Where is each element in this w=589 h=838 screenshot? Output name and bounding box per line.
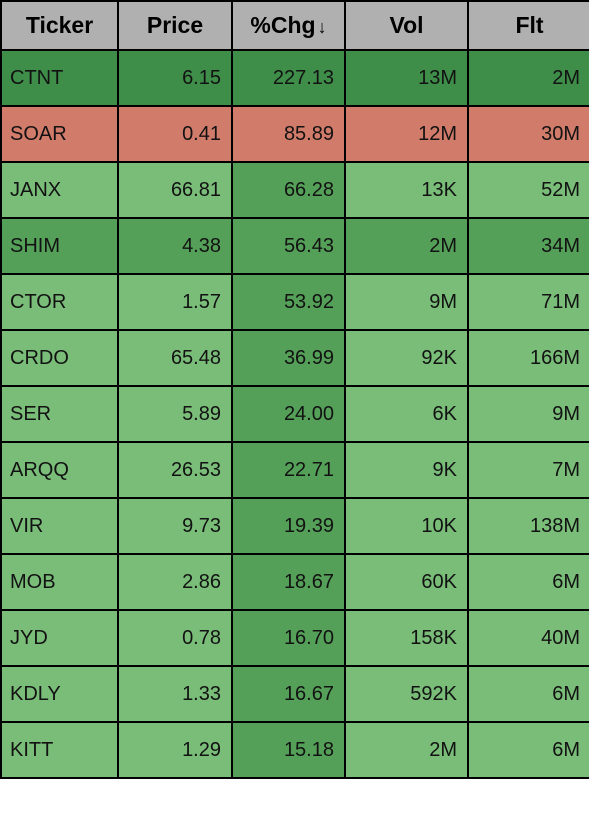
column-header-label: Price (147, 12, 203, 38)
sort-indicator-icon: ↓ (318, 17, 327, 37)
cell-price: 1.57 (118, 274, 232, 330)
table-row[interactable]: JYD0.7816.70158K40M (2, 610, 589, 666)
table-row[interactable]: MOB2.8618.6760K6M (2, 554, 589, 610)
cell-ticker: KDLY (2, 666, 118, 722)
cell-vol: 10K (345, 498, 468, 554)
cell-flt: 6M (468, 666, 589, 722)
column-header-chg[interactable]: %Chg↓ (232, 2, 345, 50)
cell-ticker: CTOR (2, 274, 118, 330)
cell-flt: 6M (468, 554, 589, 610)
cell-price: 66.81 (118, 162, 232, 218)
cell-vol: 2M (345, 218, 468, 274)
cell-vol: 13K (345, 162, 468, 218)
cell-chg: 85.89 (232, 106, 345, 162)
cell-vol: 592K (345, 666, 468, 722)
cell-chg: 66.28 (232, 162, 345, 218)
cell-chg: 56.43 (232, 218, 345, 274)
table-header-row: Ticker Price %Chg↓ Vol Flt (2, 2, 589, 50)
cell-vol: 92K (345, 330, 468, 386)
cell-chg: 22.71 (232, 442, 345, 498)
cell-flt: 166M (468, 330, 589, 386)
column-header-price[interactable]: Price (118, 2, 232, 50)
cell-price: 5.89 (118, 386, 232, 442)
table-row[interactable]: SOAR0.4185.8912M30M (2, 106, 589, 162)
table-row[interactable]: KITT1.2915.182M6M (2, 722, 589, 778)
cell-price: 4.38 (118, 218, 232, 274)
cell-chg: 24.00 (232, 386, 345, 442)
cell-ticker: JANX (2, 162, 118, 218)
cell-vol: 158K (345, 610, 468, 666)
column-header-label: Vol (389, 12, 423, 38)
cell-vol: 2M (345, 722, 468, 778)
cell-chg: 53.92 (232, 274, 345, 330)
cell-ticker: SOAR (2, 106, 118, 162)
cell-ticker: KITT (2, 722, 118, 778)
cell-chg: 18.67 (232, 554, 345, 610)
table-row[interactable]: KDLY1.3316.67592K6M (2, 666, 589, 722)
cell-ticker: ARQQ (2, 442, 118, 498)
cell-chg: 36.99 (232, 330, 345, 386)
cell-ticker: SHIM (2, 218, 118, 274)
cell-ticker: CTNT (2, 50, 118, 106)
cell-chg: 16.70 (232, 610, 345, 666)
cell-ticker: SER (2, 386, 118, 442)
stock-table-container: Ticker Price %Chg↓ Vol Flt CTNT6.15227.1313M… (0, 0, 589, 779)
cell-ticker: CRDO (2, 330, 118, 386)
cell-flt: 6M (468, 722, 589, 778)
cell-vol: 9M (345, 274, 468, 330)
column-header-vol[interactable]: Vol (345, 2, 468, 50)
cell-flt: 52M (468, 162, 589, 218)
cell-vol: 60K (345, 554, 468, 610)
cell-chg: 16.67 (232, 666, 345, 722)
column-header-label: Ticker (26, 12, 93, 38)
cell-chg: 227.13 (232, 50, 345, 106)
cell-ticker: VIR (2, 498, 118, 554)
table-body: CTNT6.15227.1313M2MSOAR0.4185.8912M30MJA… (2, 50, 589, 778)
table-row[interactable]: SHIM4.3856.432M34M (2, 218, 589, 274)
table-row[interactable]: CTNT6.15227.1313M2M (2, 50, 589, 106)
column-header-flt[interactable]: Flt (468, 2, 589, 50)
cell-vol: 12M (345, 106, 468, 162)
column-header-label: %Chg (250, 12, 315, 38)
cell-price: 65.48 (118, 330, 232, 386)
cell-ticker: JYD (2, 610, 118, 666)
cell-vol: 9K (345, 442, 468, 498)
cell-chg: 19.39 (232, 498, 345, 554)
cell-price: 0.78 (118, 610, 232, 666)
column-header-label: Flt (515, 12, 543, 38)
table-row[interactable]: CTOR1.5753.929M71M (2, 274, 589, 330)
cell-price: 1.33 (118, 666, 232, 722)
table-header: Ticker Price %Chg↓ Vol Flt (2, 2, 589, 50)
stock-table: Ticker Price %Chg↓ Vol Flt CTNT6.15227.1313M… (2, 2, 589, 779)
table-row[interactable]: VIR9.7319.3910K138M (2, 498, 589, 554)
cell-flt: 40M (468, 610, 589, 666)
cell-flt: 71M (468, 274, 589, 330)
cell-flt: 138M (468, 498, 589, 554)
cell-vol: 13M (345, 50, 468, 106)
cell-flt: 2M (468, 50, 589, 106)
cell-flt: 7M (468, 442, 589, 498)
cell-price: 0.41 (118, 106, 232, 162)
cell-chg: 15.18 (232, 722, 345, 778)
cell-flt: 9M (468, 386, 589, 442)
cell-price: 26.53 (118, 442, 232, 498)
cell-price: 6.15 (118, 50, 232, 106)
cell-flt: 34M (468, 218, 589, 274)
cell-price: 1.29 (118, 722, 232, 778)
cell-flt: 30M (468, 106, 589, 162)
table-row[interactable]: SER5.8924.006K9M (2, 386, 589, 442)
cell-price: 2.86 (118, 554, 232, 610)
column-header-ticker[interactable]: Ticker (2, 2, 118, 50)
cell-ticker: MOB (2, 554, 118, 610)
table-row[interactable]: JANX66.8166.2813K52M (2, 162, 589, 218)
cell-vol: 6K (345, 386, 468, 442)
cell-price: 9.73 (118, 498, 232, 554)
table-row[interactable]: ARQQ26.5322.719K7M (2, 442, 589, 498)
table-row[interactable]: CRDO65.4836.9992K166M (2, 330, 589, 386)
